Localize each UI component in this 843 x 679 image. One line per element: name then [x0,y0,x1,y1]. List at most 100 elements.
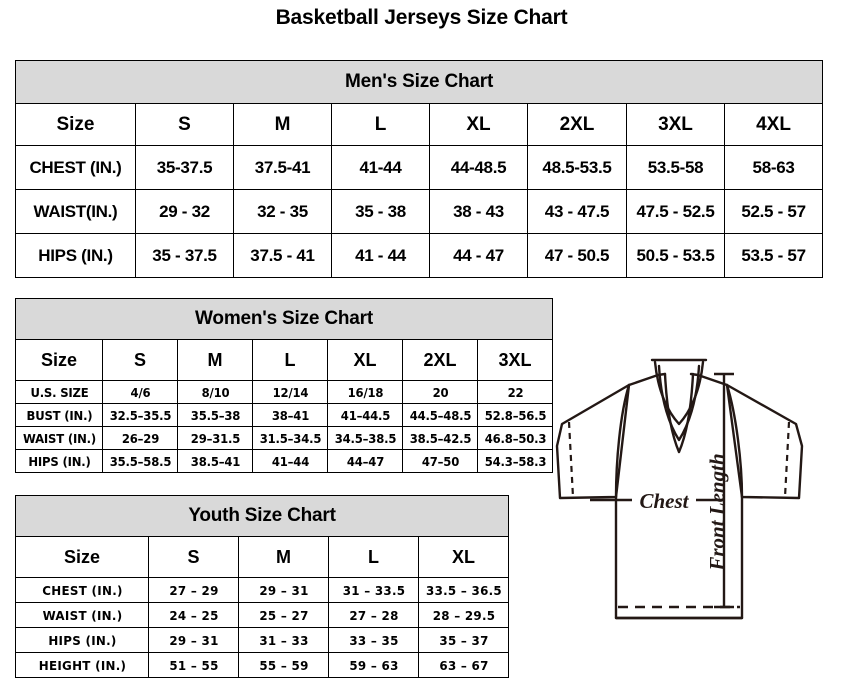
youth-row-label-waist: WAIST (IN.) [18,602,146,628]
womens-ussize-2xl: 20 [404,380,476,404]
womens-ussize-l: 12/14 [254,380,326,404]
youth-row-label-height: HEIGHT (IN.) [18,652,146,678]
youth-height-m: 55 – 59 [240,652,327,678]
youth-waist-xl: 28 – 29.5 [420,602,507,628]
page-title: Basketball Jerseys Size Chart [275,6,568,29]
youth-chest-m: 29 – 31 [240,577,327,603]
table-row: U.S. SIZE 4/6 8/10 12/14 16/18 20 22 [16,380,553,404]
table-row: BUST (IN.) 32.5–35.5 35.5–38 38–41 41–44… [16,403,553,427]
youth-chest-xl: 33.5 – 36.5 [420,577,507,603]
youth-hips-xl: 35 – 37 [420,627,507,653]
left-sleeve-shape [555,383,631,500]
womens-header-cell-2xl: 2XL [402,339,478,381]
womens-header-cell-3xl: 3XL [476,339,554,381]
jersey-outline-group [555,358,804,620]
youth-waist-m: 25 – 27 [240,602,327,628]
table-row: CHEST (IN.) 27 – 29 29 – 31 31 – 33.5 33… [16,577,509,603]
youth-chart-title: Youth Size Chart [14,495,510,537]
mens-header-row: Size S M L XL 2XL 3XL 4XL [15,103,824,146]
mens-hips-s: 35 - 37.5 [135,233,234,278]
mens-band-row: Men's Size Chart [14,60,824,104]
mens-chest-xl: 44-48.5 [429,145,528,190]
womens-ussize-m: 8/10 [179,380,251,404]
mens-header-cell-xl: XL [429,103,528,146]
mens-waist-m: 32 - 35 [233,189,332,234]
womens-header-cell-xl: XL [327,339,403,381]
youth-hips-m: 31 – 33 [240,627,327,653]
table-row: WAIST (IN.) 26–29 29–31.5 31.5–34.5 34.5… [16,426,553,450]
womens-bust-l: 38–41 [254,403,326,427]
mens-header-cell-size: Size [15,103,136,146]
jersey-measurement-diagram: Chest Front Length [528,352,840,642]
mens-row-label-hips: HIPS (IN.) [15,233,136,278]
womens-bust-3xl: 52.8–56.5 [479,403,551,427]
mens-hips-4xl: 53.5 - 57 [723,233,824,278]
mens-hips-xl: 44 - 47 [429,233,528,278]
table-row: CHEST (IN.) 35-37.5 37.5-41 41-44 44-48.… [15,145,824,190]
womens-hips-2xl: 47–50 [404,449,476,473]
cuff-dashed-group [567,421,791,498]
youth-height-l: 59 – 63 [330,652,417,678]
youth-waist-l: 27 – 28 [330,602,417,628]
womens-hips-l: 41–44 [254,449,326,473]
womens-chart-title: Women's Size Chart [14,298,554,340]
youth-header-cell-xl: XL [417,536,510,578]
womens-band-row: Women's Size Chart [14,298,554,340]
table-row: WAIST(IN.) 29 - 32 32 - 35 35 - 38 38 - … [15,189,824,234]
womens-bust-s: 32.5–35.5 [104,403,176,427]
mens-waist-2xl: 43 - 47.5 [527,189,627,234]
womens-hips-m: 38.5–41 [179,449,251,473]
youth-height-s: 51 – 55 [150,652,237,678]
womens-ussize-s: 4/6 [104,380,176,404]
jersey-illustration-svg: Chest Front Length [555,358,804,620]
youth-chest-l: 31 – 33.5 [330,577,417,603]
right-armhole-curve [725,383,744,499]
youth-header-cell-size: Size [15,536,149,578]
mens-hips-m: 37.5 - 41 [233,233,332,278]
mens-waist-xl: 38 - 43 [429,189,528,234]
womens-waist-3xl: 46.8–50.3 [479,426,551,450]
right-cuff-dashed-line [783,421,791,498]
mens-chest-m: 37.5-41 [233,145,332,190]
womens-bust-m: 35.5–38 [179,403,251,427]
womens-waist-xl: 34.5–38.5 [329,426,401,450]
right-sleeve-shape [725,383,804,500]
womens-header-cell-size: Size [15,339,103,381]
mens-header-cell-l: L [331,103,430,146]
womens-bust-xl: 41–44.5 [329,403,401,427]
youth-size-chart-table: Youth Size Chart Size S M L XL CHEST (IN… [14,495,510,678]
womens-hips-3xl: 54.3–58.3 [479,449,551,473]
womens-header-row: Size S M L XL 2XL 3XL [15,339,554,381]
womens-hips-s: 35.5–58.5 [104,449,176,473]
table-row: HIPS (IN.) 35 - 37.5 37.5 - 41 41 - 44 4… [15,233,824,278]
mens-hips-l: 41 - 44 [331,233,430,278]
womens-row-label-hips: HIPS (IN.) [18,449,100,473]
youth-header-cell-s: S [148,536,239,578]
womens-row-label-waist: WAIST (IN.) [18,426,100,450]
womens-waist-m: 29–31.5 [179,426,251,450]
womens-header-cell-s: S [102,339,178,381]
mens-row-label-waist: WAIST(IN.) [15,189,136,234]
mens-chart-title: Men's Size Chart [14,60,824,104]
table-row: HIPS (IN.) 29 – 31 31 – 33 33 – 35 35 – … [16,627,509,653]
womens-size-chart-table: Women's Size Chart Size S M L XL 2XL 3XL… [14,298,554,473]
mens-chest-3xl: 53.5-58 [626,145,725,190]
mens-header-cell-m: M [233,103,332,146]
mens-waist-3xl: 47.5 - 52.5 [626,189,725,234]
mens-hips-2xl: 47 - 50.5 [527,233,627,278]
mens-waist-4xl: 52.5 - 57 [723,189,824,234]
mens-chest-4xl: 58-63 [723,145,824,190]
mens-header-cell-4xl: 4XL [723,103,824,146]
youth-hips-s: 29 – 31 [150,627,237,653]
mens-row-label-chest: CHEST (IN.) [15,145,136,190]
youth-header-cell-m: M [238,536,329,578]
front-length-label: Front Length [705,453,729,571]
table-row: WAIST (IN.) 24 – 25 25 – 27 27 – 28 28 –… [16,602,509,628]
womens-waist-2xl: 38.5–42.5 [404,426,476,450]
v-neck-collar-band [653,360,705,426]
womens-row-label-bust: BUST (IN.) [18,403,100,427]
youth-header-row: Size S M L XL [15,536,510,578]
left-cuff-dashed-line [567,421,575,498]
youth-height-xl: 63 – 67 [420,652,507,678]
womens-hips-xl: 44–47 [329,449,401,473]
